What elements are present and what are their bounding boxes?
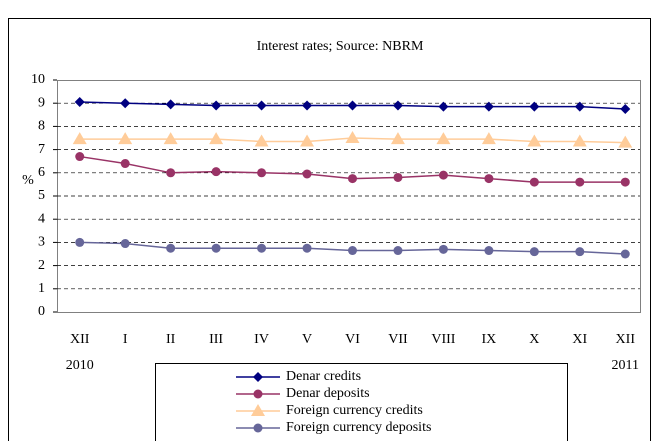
marker bbox=[529, 247, 539, 257]
marker bbox=[253, 423, 263, 433]
marker bbox=[166, 168, 176, 178]
marker bbox=[484, 174, 494, 184]
marker bbox=[572, 134, 587, 147]
marker bbox=[120, 98, 131, 109]
marker bbox=[620, 177, 630, 187]
plot-area bbox=[57, 80, 641, 313]
marker bbox=[256, 100, 267, 111]
marker bbox=[253, 389, 263, 399]
marker bbox=[302, 100, 313, 111]
marker bbox=[575, 177, 585, 187]
marker bbox=[120, 159, 130, 169]
marker bbox=[211, 167, 221, 177]
marker bbox=[120, 239, 130, 249]
x-tick-label: XII bbox=[70, 332, 90, 347]
marker bbox=[575, 247, 585, 257]
x-year-label: 2010 bbox=[66, 358, 94, 373]
x-tick-label: IX bbox=[481, 332, 496, 347]
marker bbox=[166, 243, 176, 253]
marker bbox=[209, 132, 224, 145]
y-tick-label: 7 bbox=[38, 142, 45, 157]
y-tick-label: 4 bbox=[38, 211, 45, 226]
y-axis-label: % bbox=[22, 173, 34, 188]
x-tick-label: XI bbox=[572, 332, 587, 347]
marker bbox=[438, 170, 448, 180]
x-tick-label: IV bbox=[254, 332, 269, 347]
x-tick-label: I bbox=[123, 332, 128, 347]
x-tick-label: V bbox=[302, 332, 312, 347]
marker bbox=[620, 249, 630, 259]
marker bbox=[618, 135, 633, 148]
marker bbox=[392, 100, 403, 111]
marker bbox=[574, 101, 585, 112]
marker bbox=[211, 100, 222, 111]
marker bbox=[257, 243, 267, 253]
y-tick-label: 2 bbox=[38, 258, 45, 273]
legend-label: Denar deposits bbox=[286, 386, 370, 401]
y-tick-label: 1 bbox=[38, 281, 45, 296]
marker bbox=[257, 168, 267, 178]
legend-box bbox=[155, 363, 568, 441]
marker bbox=[348, 174, 357, 184]
marker bbox=[436, 132, 451, 145]
marker bbox=[302, 169, 312, 179]
marker bbox=[75, 237, 85, 247]
x-tick-label: VII bbox=[388, 332, 408, 347]
marker bbox=[620, 104, 631, 114]
marker bbox=[484, 246, 494, 256]
marker bbox=[254, 134, 269, 147]
x-tick-label: X bbox=[529, 332, 539, 347]
marker bbox=[163, 132, 178, 145]
marker bbox=[348, 246, 357, 256]
marker bbox=[483, 101, 494, 112]
y-tick-label: 0 bbox=[38, 304, 45, 319]
y-tick-label: 10 bbox=[31, 72, 45, 87]
legend-label: Foreign currency deposits bbox=[286, 420, 431, 435]
marker bbox=[165, 99, 176, 110]
marker bbox=[118, 132, 133, 145]
chart-title: Interest rates; Source: NBRM bbox=[257, 39, 424, 54]
x-tick-label: II bbox=[166, 332, 176, 347]
marker bbox=[211, 243, 221, 253]
y-tick-label: 5 bbox=[38, 188, 45, 203]
marker bbox=[347, 100, 358, 111]
marker bbox=[527, 134, 542, 147]
marker bbox=[74, 97, 85, 108]
x-tick-label: VI bbox=[345, 332, 360, 347]
y-tick-label: 9 bbox=[38, 95, 45, 110]
legend-label: Denar credits bbox=[286, 369, 361, 384]
legend-label: Foreign currency credits bbox=[286, 403, 423, 418]
marker bbox=[251, 404, 265, 416]
x-tick-label: VIII bbox=[431, 332, 455, 347]
marker bbox=[481, 132, 496, 145]
x-year-label: 2011 bbox=[612, 358, 639, 373]
marker bbox=[72, 132, 87, 145]
marker bbox=[253, 372, 263, 382]
marker bbox=[529, 177, 539, 187]
x-tick-label: XII bbox=[616, 332, 636, 347]
marker bbox=[529, 101, 540, 112]
y-tick-label: 8 bbox=[38, 119, 45, 134]
marker bbox=[393, 246, 403, 256]
marker bbox=[390, 132, 405, 145]
marker bbox=[302, 243, 312, 253]
y-tick-label: 6 bbox=[38, 165, 45, 180]
x-tick-label: III bbox=[209, 332, 223, 347]
marker bbox=[300, 134, 315, 147]
y-tick-label: 3 bbox=[38, 235, 45, 250]
marker bbox=[75, 152, 85, 162]
marker bbox=[393, 172, 403, 182]
marker bbox=[438, 244, 448, 254]
marker bbox=[345, 131, 360, 143]
marker bbox=[438, 101, 449, 112]
